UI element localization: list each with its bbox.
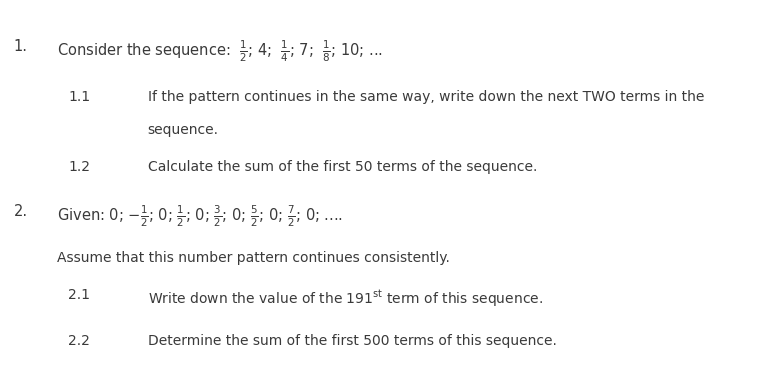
Text: If the pattern continues in the same way, write down the next TWO terms in the: If the pattern continues in the same way… xyxy=(148,90,704,104)
Text: Determine the sum of the first 500 terms of this sequence.: Determine the sum of the first 500 terms… xyxy=(148,334,556,348)
Text: Assume that this number pattern continues consistently.: Assume that this number pattern continue… xyxy=(57,251,450,265)
Text: Calculate the sum of the first 50 terms of the sequence.: Calculate the sum of the first 50 terms … xyxy=(148,160,537,174)
Text: 1.: 1. xyxy=(14,39,27,54)
Text: Write down the value of the 191$^{\mathrm{st}}$ term of this sequence.: Write down the value of the 191$^{\mathr… xyxy=(148,288,543,309)
Text: 2.: 2. xyxy=(14,204,28,219)
Text: 1.1: 1.1 xyxy=(68,90,90,104)
Text: 2.1: 2.1 xyxy=(68,288,90,302)
Text: Given: 0; $-\frac{1}{2}$; 0; $\frac{1}{2}$; 0; $\frac{3}{2}$; 0; $\frac{5}{2}$; : Given: 0; $-\frac{1}{2}$; 0; $\frac{1}{2… xyxy=(57,204,343,229)
Text: sequence.: sequence. xyxy=(148,123,219,137)
Text: 2.2: 2.2 xyxy=(68,334,90,348)
Text: 1.2: 1.2 xyxy=(68,160,90,174)
Text: Consider the sequence:  $\frac{1}{2}$; 4;  $\frac{1}{4}$; 7;  $\frac{1}{8}$; 10;: Consider the sequence: $\frac{1}{2}$; 4;… xyxy=(57,39,382,64)
